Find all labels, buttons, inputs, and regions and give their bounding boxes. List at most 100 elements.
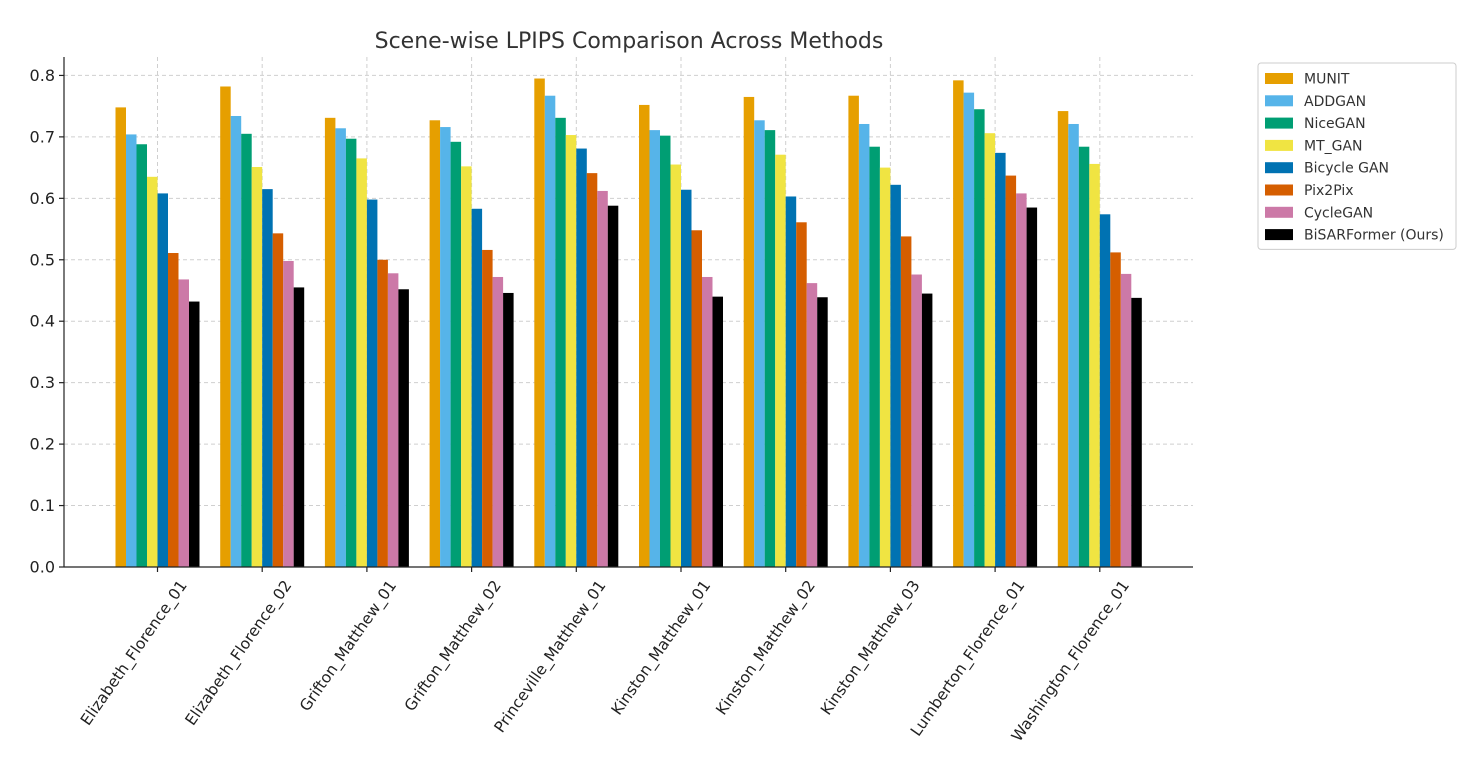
bar-nicegan xyxy=(555,117,566,567)
bar-bisarformer-ours xyxy=(1131,297,1142,567)
bar-bicycle-gan xyxy=(366,199,378,568)
bar-bisarformer-ours xyxy=(921,293,933,567)
y-tick-label: 0.7 xyxy=(30,127,55,146)
bar-nicegan xyxy=(345,138,357,567)
bar-bicycle-gan xyxy=(785,196,797,568)
bar-mt-gan xyxy=(879,167,891,567)
chart-title: Scene-wise LPIPS Comparison Across Metho… xyxy=(375,29,884,54)
legend-label: ADDGAN xyxy=(1304,94,1366,110)
bar-bisarformer-ours xyxy=(189,301,200,567)
y-tick-label: 0.6 xyxy=(30,189,55,208)
bars-layer xyxy=(115,78,1142,568)
x-category-label: Princeville_Matthew_01 xyxy=(491,577,611,737)
legend-swatch xyxy=(1265,117,1293,129)
bar-nicegan xyxy=(136,144,147,567)
x-category-labels: Elizabeth_Florence_01Elizabeth_Florence_… xyxy=(77,577,1134,746)
bar-addgan xyxy=(858,123,870,567)
bar-cyclegan xyxy=(1120,273,1132,567)
bar-bisarformer-ours xyxy=(817,297,828,567)
y-tick-label: 0.4 xyxy=(30,312,55,331)
bar-bicycle-gan xyxy=(471,208,483,567)
bar-bisarformer-ours xyxy=(712,296,723,567)
bar-mt-gan xyxy=(356,158,367,567)
bar-cyclegan xyxy=(283,261,294,567)
legend-swatch xyxy=(1265,139,1293,151)
bar-pix2pix xyxy=(482,249,493,567)
bar-munit xyxy=(429,120,441,567)
bar-bisarformer-ours xyxy=(398,289,409,567)
bar-addgan xyxy=(230,115,242,568)
bar-addgan xyxy=(754,120,765,567)
bar-mt-gan xyxy=(461,166,472,567)
legend-label: CycleGAN xyxy=(1304,205,1373,221)
bar-cyclegan xyxy=(911,274,922,567)
legend-swatch xyxy=(1265,184,1293,196)
legend-swatch xyxy=(1265,206,1293,218)
x-category-label: Elizabeth_Florence_01 xyxy=(77,577,192,729)
bar-pix2pix xyxy=(586,173,598,567)
x-category-label: Grifton_Matthew_01 xyxy=(296,577,401,715)
axes-layer xyxy=(59,57,1193,572)
bar-bicycle-gan xyxy=(890,184,901,567)
bar-mt-gan xyxy=(1089,163,1100,568)
bar-addgan xyxy=(1068,123,1079,567)
bar-nicegan xyxy=(241,133,252,567)
bar-nicegan xyxy=(660,135,671,567)
bar-munit xyxy=(639,104,650,568)
bar-mt-gan xyxy=(775,154,786,567)
bar-nicegan xyxy=(764,130,776,567)
x-category-label: Washington_Florence_01 xyxy=(1008,577,1134,746)
bar-mt-gan xyxy=(251,166,263,568)
bar-pix2pix xyxy=(796,222,807,568)
bar-nicegan xyxy=(450,141,462,568)
bar-nicegan xyxy=(974,109,985,567)
bar-addgan xyxy=(440,127,451,568)
bar-pix2pix xyxy=(1005,175,1017,567)
legend-box xyxy=(1257,62,1457,250)
bar-bicycle-gan xyxy=(681,189,692,567)
bar-cyclegan xyxy=(806,283,818,567)
bar-pix2pix xyxy=(1110,252,1121,567)
bar-munit xyxy=(220,86,231,568)
bar-cyclegan xyxy=(387,273,399,567)
bar-pix2pix xyxy=(900,236,912,568)
bar-addgan xyxy=(649,130,660,567)
x-category-label: Elizabeth_Florence_02 xyxy=(182,577,297,729)
bar-munit xyxy=(848,95,859,568)
bar-addgan xyxy=(544,95,556,568)
bar-mt-gan xyxy=(670,164,681,567)
x-category-label: Kinston_Matthew_03 xyxy=(817,577,924,719)
y-tick-label: 0.2 xyxy=(30,435,55,454)
bar-nicegan xyxy=(1078,146,1090,567)
bar-cyclegan xyxy=(702,276,713,567)
bar-pix2pix xyxy=(272,233,284,567)
legend-label: BiSARFormer (Ours) xyxy=(1304,228,1444,244)
bar-pix2pix xyxy=(168,253,179,567)
bar-munit xyxy=(534,78,545,567)
legend-swatch xyxy=(1265,229,1293,241)
bar-mt-gan xyxy=(984,133,996,567)
bar-cyclegan xyxy=(1016,193,1027,567)
bar-bicycle-gan xyxy=(576,148,587,568)
bar-bisarformer-ours xyxy=(607,205,619,567)
legend-swatch xyxy=(1265,73,1293,84)
y-tick-label: 0.0 xyxy=(30,558,55,577)
bar-bicycle-gan xyxy=(1099,214,1111,568)
legend-label: Bicycle GAN xyxy=(1304,161,1389,177)
bar-nicegan xyxy=(869,146,880,567)
bar-munit xyxy=(953,80,964,567)
bar-addgan xyxy=(335,128,346,567)
legend-label: Pix2Pix xyxy=(1304,183,1354,199)
legend-label: MT_GAN xyxy=(1304,138,1363,154)
bar-mt-gan xyxy=(147,176,158,567)
bar-cyclegan xyxy=(178,279,189,567)
bar-bisarformer-ours xyxy=(293,287,305,567)
bar-bicycle-gan xyxy=(262,189,273,568)
bar-cyclegan xyxy=(492,276,504,567)
bar-cyclegan xyxy=(597,190,608,567)
bar-mt-gan xyxy=(565,135,577,568)
bar-bisarformer-ours xyxy=(1026,207,1038,568)
y-tick-labels: 0.0 0.1 0.2 0.3 0.4 0.5 0.6 0.7 0.8 xyxy=(30,66,55,577)
legend-label: NiceGAN xyxy=(1304,116,1366,132)
